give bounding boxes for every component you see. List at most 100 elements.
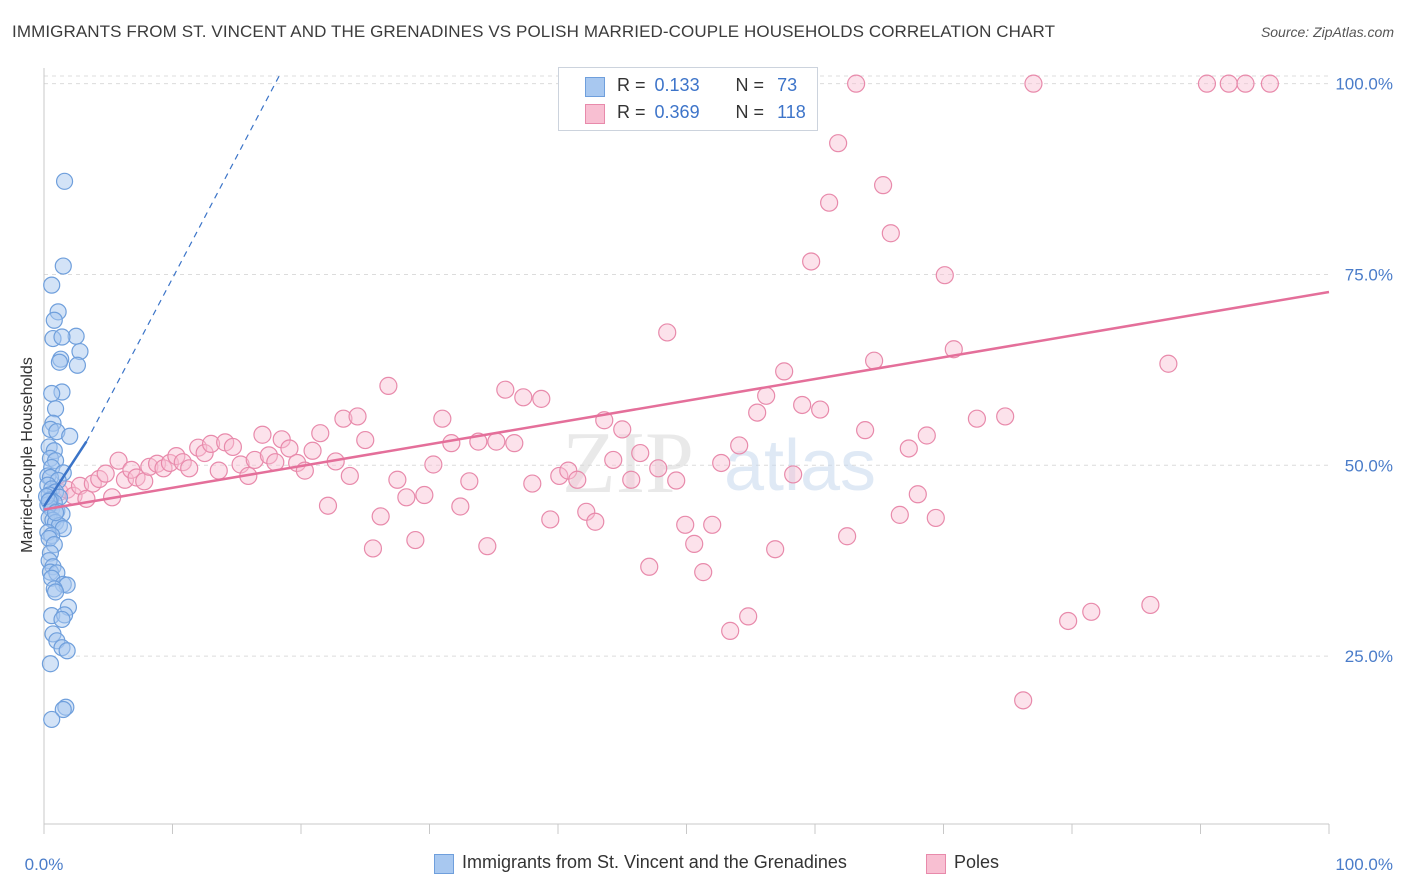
poles-point	[1014, 691, 1033, 710]
poles-point	[685, 534, 704, 553]
poles-point	[793, 395, 812, 415]
legend-text-immigrants: R = 0.133 N = 73	[617, 75, 797, 96]
immigrants-point	[54, 700, 72, 719]
poles-point	[496, 380, 515, 399]
poles-point	[721, 621, 740, 640]
poles-point	[613, 420, 632, 439]
poles-point	[1141, 595, 1160, 615]
n-label: N =	[735, 102, 765, 122]
poles-point	[1082, 602, 1101, 621]
poles-point	[712, 453, 731, 473]
poles-point	[802, 252, 821, 271]
poles-point	[223, 437, 242, 457]
immigrants-point	[43, 710, 61, 729]
x-tick-label-min: 0.0%	[25, 855, 64, 874]
poles-point	[730, 436, 749, 455]
poles-point	[442, 434, 461, 453]
poles-point	[253, 425, 272, 444]
immigrants-point	[43, 384, 61, 403]
poles-point	[996, 407, 1015, 426]
poles-point	[195, 443, 214, 463]
poles-point	[311, 424, 330, 443]
immigrants-point	[55, 172, 74, 190]
n-label: N =	[735, 75, 765, 95]
poles-point	[478, 537, 497, 556]
immigrants-trend-line	[42, 440, 88, 508]
poles-point	[348, 407, 367, 426]
poles-point	[694, 563, 713, 582]
poles-point	[505, 434, 524, 453]
series-label-immigrants: Immigrants from St. Vincent and the Gren…	[462, 852, 847, 872]
y-tick-label: 50.0%	[1345, 456, 1393, 475]
poles-point	[135, 472, 154, 491]
y-tick-label: 75.0%	[1345, 265, 1393, 284]
poles-point	[649, 459, 668, 478]
poles-trend-line	[43, 290, 1330, 511]
poles-point	[303, 441, 322, 460]
r-label: R =	[617, 102, 646, 122]
immigrants-point	[46, 400, 65, 418]
grid-lines	[44, 75, 1329, 657]
poles-point	[209, 461, 228, 480]
poles-point	[908, 485, 927, 504]
poles-point	[1159, 354, 1178, 373]
poles-point	[245, 450, 264, 470]
immigrants-point	[50, 353, 69, 371]
poles-point	[280, 439, 299, 458]
poles-point	[935, 266, 954, 285]
series-legend: Immigrants from St. Vincent and the Gren…	[0, 852, 1406, 878]
watermark-atlas: atlas	[724, 426, 876, 506]
poles-point	[109, 451, 128, 470]
poles-point	[604, 450, 623, 470]
series-swatch-blue	[434, 854, 454, 874]
immigrants-point	[58, 642, 76, 660]
poles-point	[757, 386, 776, 405]
poles-point	[881, 224, 900, 243]
poles-point	[926, 508, 945, 528]
poles-point	[388, 470, 407, 489]
poles-point	[487, 432, 506, 451]
legend-swatch-pink	[585, 104, 605, 124]
poles-point	[318, 496, 338, 515]
legend-swatch-blue	[585, 77, 605, 97]
poles-point	[180, 459, 199, 478]
immigrants-point	[54, 257, 72, 275]
n-value: 118	[777, 102, 806, 122]
poles-point	[766, 540, 785, 559]
immigrants-point	[46, 583, 65, 601]
poles-point	[541, 510, 560, 529]
poles-point	[1260, 74, 1279, 93]
poles-point	[424, 455, 443, 474]
poles-point	[784, 465, 803, 484]
trend-lines	[42, 75, 1330, 511]
poles-point	[748, 403, 767, 422]
poles-points	[50, 74, 1279, 710]
svg-immigrants-points	[37, 172, 89, 729]
poles-point	[847, 74, 866, 93]
poles-point	[865, 351, 884, 370]
poles-point	[703, 515, 722, 534]
immigrants-point	[61, 427, 79, 445]
poles-point	[586, 512, 605, 531]
poles-point	[371, 507, 390, 526]
legend-text-poles: R = 0.369 N = 118	[617, 102, 806, 123]
poles-point	[568, 470, 587, 489]
poles-point	[676, 515, 695, 534]
poles-point	[890, 505, 909, 524]
poles-point	[1197, 74, 1217, 93]
r-value: 0.133	[654, 75, 700, 95]
poles-point	[838, 527, 857, 546]
poles-point	[523, 474, 542, 493]
poles-point	[201, 434, 221, 453]
poles-point	[631, 443, 650, 463]
poles-point	[820, 193, 839, 212]
poles-point	[577, 502, 596, 521]
poles-point	[259, 446, 278, 465]
series-label-poles: Poles	[954, 852, 1000, 872]
poles-point	[622, 470, 641, 489]
chart-title: IMMIGRANTS FROM ST. VINCENT AND THE GREN…	[12, 22, 1056, 41]
immigrants-trend-extension	[85, 75, 280, 442]
watermark: ZIP atlas	[562, 415, 876, 512]
poles-point	[272, 430, 291, 449]
